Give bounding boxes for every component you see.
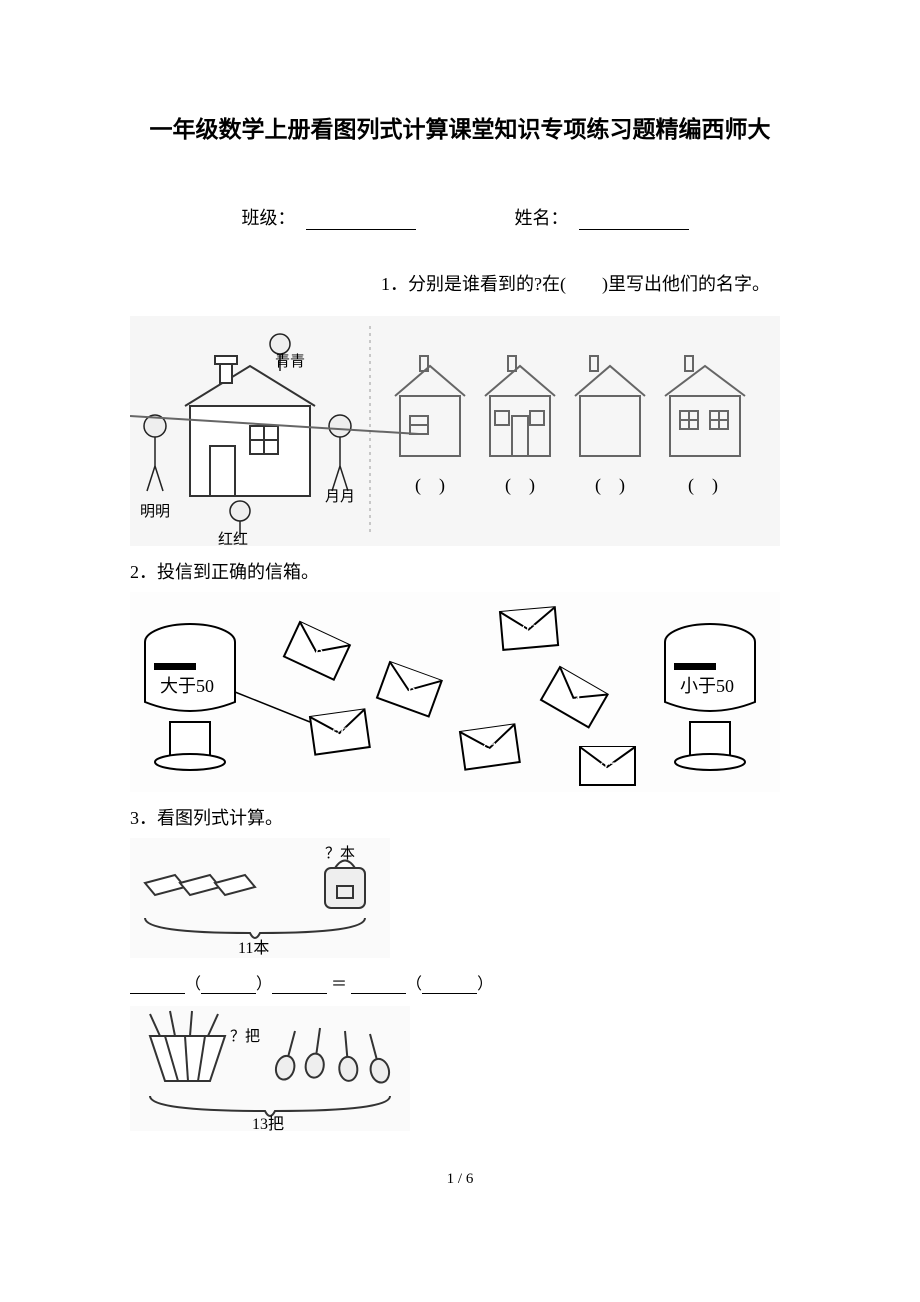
- svg-text:？把: ？把: [230, 1028, 260, 1045]
- question-1-prompt: 1．分别是谁看到的?在( )里写出他们的名字。: [130, 270, 790, 296]
- name-blank[interactable]: [579, 212, 689, 230]
- class-blank[interactable]: [306, 212, 416, 230]
- svg-text:？本: ？本: [325, 845, 355, 862]
- svg-text:( ): ( ): [595, 475, 625, 496]
- svg-text:( ): ( ): [505, 475, 535, 496]
- svg-text:82: 82: [521, 622, 538, 640]
- svg-text:( ): ( ): [415, 475, 445, 496]
- class-label: 班级：: [242, 204, 296, 230]
- mailbox-left-label: 大于50: [160, 676, 214, 696]
- question-3a-equation[interactable]: （） ＝ （）: [130, 970, 790, 994]
- svg-text:( ): ( ): [688, 475, 718, 496]
- name-label: 姓名：: [515, 204, 569, 230]
- question-2-figure: 大于50 小于50 49 82 38 76 54 61 27: [130, 592, 780, 792]
- svg-text:27: 27: [600, 760, 616, 777]
- svg-text:76: 76: [332, 725, 350, 744]
- label-honghong: 红红: [218, 531, 248, 546]
- label-mingming: 明明: [140, 503, 170, 520]
- question-3b-figure: ？把 13把: [130, 1006, 410, 1131]
- student-info-row: 班级： 姓名：: [130, 204, 790, 230]
- label-yueyue: 月月: [325, 489, 355, 505]
- page-number: 1 / 6: [130, 1171, 790, 1188]
- svg-text:38: 38: [400, 685, 416, 702]
- mailbox-right-label: 小于50: [680, 676, 734, 696]
- question-2-prompt: 2．投信到正确的信箱。: [130, 558, 790, 584]
- svg-text:54: 54: [565, 693, 581, 710]
- svg-text:61: 61: [482, 740, 500, 759]
- label-qingqing: 青青: [275, 353, 305, 370]
- page-title: 一年级数学上册看图列式计算课堂知识专项练习题精编西师大: [130, 110, 790, 144]
- question-3-prompt: 3．看图列式计算。: [130, 804, 790, 830]
- question-1-figure: 青青 明明 月月 红红 ( ) ( ) ( ): [130, 316, 780, 546]
- q3a-total: 11本: [238, 939, 269, 957]
- q3b-total: 13把: [252, 1115, 284, 1131]
- svg-text:49: 49: [307, 647, 323, 664]
- worksheet-page: 一年级数学上册看图列式计算课堂知识专项练习题精编西师大 班级： 姓名： 1．分别…: [0, 0, 920, 1228]
- question-3a-figure: ？本 11本: [130, 838, 390, 958]
